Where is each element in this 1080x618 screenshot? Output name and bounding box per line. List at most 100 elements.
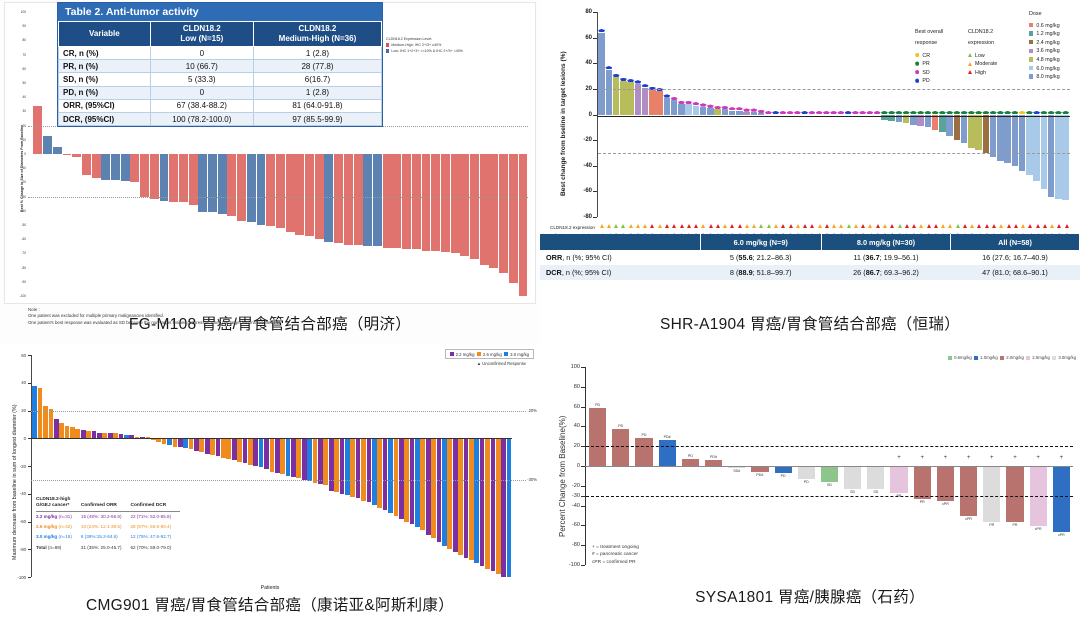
cell-variable: PD, n (%)	[58, 85, 151, 100]
summary-header: 6.0 mg/kg (N=9)	[700, 234, 822, 250]
waterfall-bars-shr	[598, 12, 1070, 217]
y-tick: 80	[22, 38, 26, 43]
bar-fill	[242, 438, 248, 464]
legend-swatch	[1029, 48, 1034, 53]
bar	[641, 12, 649, 217]
inset-th-line1: CLDN18.2-high	[36, 497, 71, 502]
bar-fill	[305, 154, 314, 237]
bar-fill	[134, 436, 140, 439]
triangle-icon	[1028, 224, 1033, 228]
bar-fill	[247, 438, 253, 465]
expression-marker	[801, 224, 808, 229]
y-tick-mark	[593, 63, 597, 65]
expression-marker	[751, 224, 758, 229]
triangle-icon	[890, 224, 895, 228]
bar-fill	[274, 438, 280, 473]
reference-label: 20%	[528, 408, 537, 413]
summary-row: DCR, n (%; 95% CI) 8 (88.9; 51.8–99.7) 26 …	[540, 265, 1080, 280]
legend-best-overall-response: Best overall response CR PR SD PD	[915, 28, 943, 86]
panel-shr-a1904: 80 60 40 20 0 -20 -40 -60 -80 Best change from b…	[540, 0, 1080, 345]
bar-fill	[490, 438, 496, 572]
y-tick: -20	[19, 463, 26, 469]
bar-fill	[411, 154, 421, 250]
bar-fill	[612, 429, 630, 466]
cell-variable: ORR, (95%CI)	[58, 98, 151, 113]
y-tick: -40	[19, 491, 26, 497]
expression-marker	[634, 224, 641, 229]
bar	[656, 12, 664, 217]
y-tick: -40	[583, 162, 592, 169]
y-tick-mark	[581, 565, 585, 566]
bar	[177, 355, 183, 577]
legend-label: Moderate	[975, 61, 998, 68]
bar	[159, 12, 169, 296]
bar	[280, 355, 286, 577]
y-axis-label-fg-m108: Best % Change in Size of Diameters From …	[20, 124, 24, 212]
reference-line-20-sysa	[586, 446, 1073, 448]
bar: PR +	[911, 367, 934, 565]
triangle-icon	[1035, 224, 1040, 228]
expression-marker	[758, 224, 765, 229]
triangle-icon	[919, 224, 924, 228]
bar	[873, 12, 881, 217]
bar	[699, 12, 707, 217]
response-marker	[938, 110, 946, 115]
bar	[275, 12, 286, 296]
bar-fill	[291, 438, 296, 478]
inset-th-orr: Confirmed ORR	[80, 497, 131, 512]
triangle-icon	[933, 224, 938, 228]
bar	[685, 12, 693, 217]
x-axis-line-shr	[597, 116, 1070, 117]
response-marker	[946, 110, 954, 115]
y-tick: 40	[573, 423, 580, 430]
expression-marker	[743, 224, 750, 229]
caption-fg-m108: FG-M108 胃癌/胃食管结合部癌（明济）	[128, 316, 412, 333]
summary-cell: 11 (36.7; 19.9–56.1)	[821, 250, 951, 265]
bar	[501, 355, 507, 577]
bar	[70, 355, 75, 577]
bar	[786, 12, 794, 217]
bar-fill	[518, 154, 528, 296]
y-tick: -50	[21, 223, 26, 227]
bar-fill	[177, 438, 183, 447]
bar	[62, 12, 72, 296]
note-line-2: One patient's best response was evaluate…	[28, 320, 282, 326]
expression-marker	[1012, 224, 1019, 229]
bar	[859, 12, 867, 217]
bar	[75, 355, 81, 577]
bar-fill	[867, 466, 885, 489]
bar-fill	[366, 438, 372, 503]
bar	[111, 12, 121, 296]
bar: PD	[632, 367, 655, 565]
bar-fill	[989, 114, 997, 157]
bar-label: SD#	[733, 468, 741, 473]
bar-fill	[460, 154, 470, 257]
y-tick: 40	[21, 380, 26, 386]
triangle-icon	[606, 224, 611, 228]
th-mh-line2: Medium-High (N=36)	[278, 34, 357, 43]
triangle-icon	[1050, 224, 1055, 228]
legend-swatch	[1029, 57, 1034, 62]
expression-marker	[671, 224, 678, 229]
bar	[1062, 12, 1070, 217]
bar-fill	[888, 114, 895, 121]
bar-label: PD	[780, 473, 786, 478]
response-marker	[714, 105, 722, 110]
bar	[431, 12, 441, 296]
y-tick: -20	[571, 482, 580, 489]
y-tick-mark	[581, 386, 585, 388]
cell-low: 67 (38.4-88.2)	[149, 98, 254, 113]
response-marker	[989, 110, 997, 115]
bar	[371, 355, 377, 577]
bar-fill	[81, 154, 91, 176]
bar	[793, 12, 801, 217]
expression-marker	[874, 224, 881, 229]
bar	[328, 355, 334, 577]
bar-fill	[97, 432, 102, 439]
bar	[366, 355, 372, 577]
response-marker	[880, 110, 888, 115]
bar-fill	[253, 438, 259, 466]
y-tick-mark	[593, 12, 597, 13]
summary-table-head: 6.0 mg/kg (N=9) 8.0 mg/kg (N=30) All (N=58…	[540, 234, 1080, 250]
response-marker	[844, 110, 852, 115]
